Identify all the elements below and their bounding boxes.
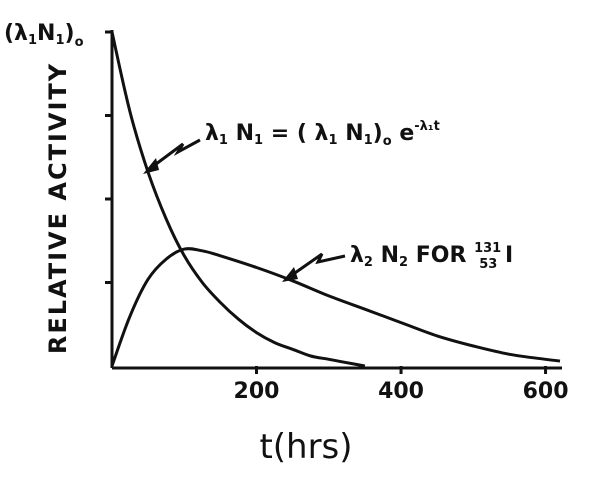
- annotation-i131: λ2 N2 FOR 131 53 I: [282, 241, 513, 282]
- x-ticks: [255, 366, 548, 374]
- annotation-decay: λ1 N1 = ( λ1 N1)o e-λ₁t: [143, 119, 440, 174]
- series-line-decay: [110, 31, 366, 368]
- arrowhead-i131: [282, 267, 298, 282]
- arrow-i131: [291, 252, 346, 277]
- svg-text:(λ1N1)o: (λ1N1)o: [4, 21, 84, 50]
- y-axis-label: RELATIVE ACTIVITY: [44, 62, 72, 354]
- series-line-i131: [110, 247, 561, 367]
- x-tick-label: 600: [523, 379, 569, 404]
- x-tick-labels: 200 400 600: [234, 379, 569, 404]
- y-ticks: [105, 30, 112, 284]
- svg-text:λ1 N1 = ( λ1 N1)o e-λ₁t: λ1 N1 = ( λ1 N1)o e-λ₁t: [205, 119, 440, 149]
- x-tick-label: 400: [378, 379, 424, 404]
- arrow-decay: [151, 138, 201, 169]
- y-top-label: (λ1N1)o: [4, 21, 84, 50]
- arrowhead-decay: [143, 158, 159, 174]
- x-axis-label: t(hrs): [259, 427, 352, 467]
- x-tick-label: 200: [234, 379, 280, 404]
